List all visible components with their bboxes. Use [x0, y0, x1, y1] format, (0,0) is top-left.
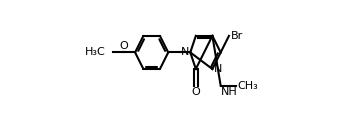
- Text: H₃C: H₃C: [85, 47, 106, 57]
- Text: O: O: [191, 87, 200, 97]
- Text: CH₃: CH₃: [238, 81, 258, 91]
- Text: Br: Br: [231, 31, 243, 41]
- Text: N: N: [180, 47, 189, 57]
- Text: O: O: [120, 41, 128, 51]
- Text: N: N: [214, 64, 222, 74]
- Text: NH: NH: [221, 87, 238, 97]
